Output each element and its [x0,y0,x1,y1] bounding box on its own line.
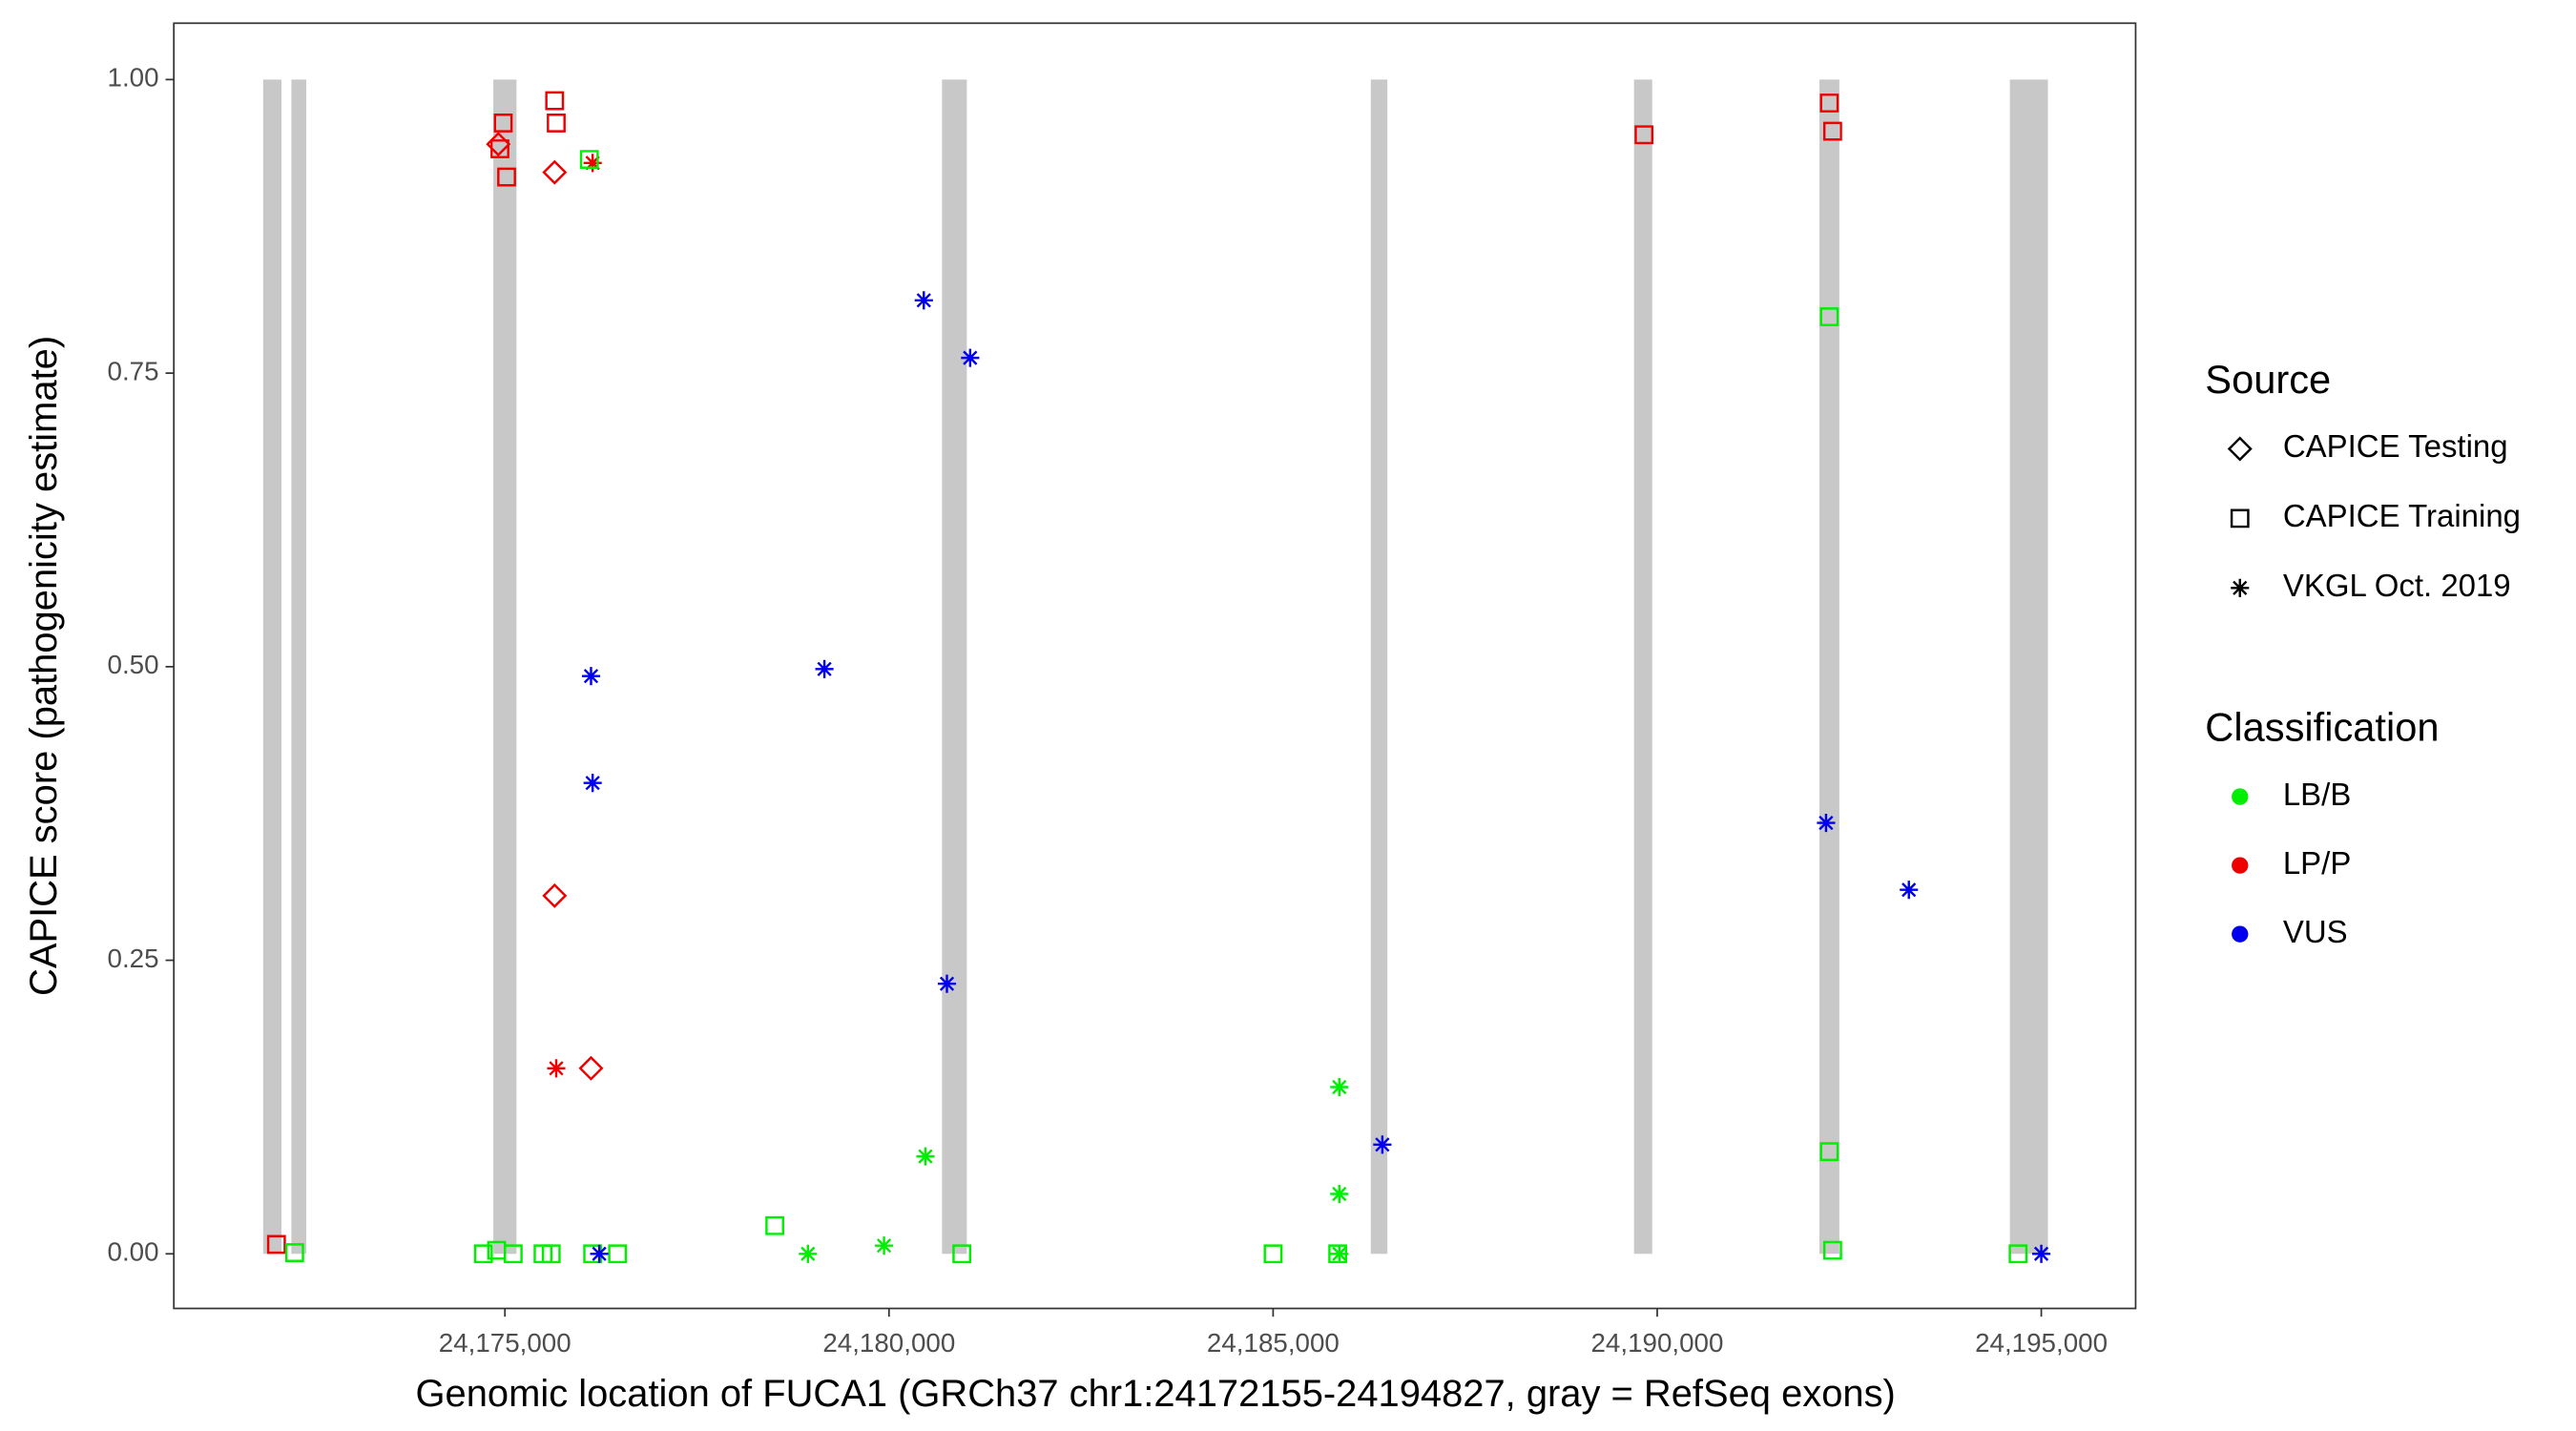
y-tick-label: 0.00 [108,1237,159,1267]
point [583,774,602,793]
x-tick-label: 24,195,000 [1975,1328,2108,1358]
point [952,1244,972,1264]
x-tick-label: 24,180,000 [822,1328,955,1358]
point [545,91,565,111]
legend-symbol [2232,925,2249,943]
point [914,291,933,310]
point [579,150,599,169]
point [1330,1184,1349,1204]
exon-band [291,79,307,1255]
point [765,1215,784,1235]
plot-border [173,22,2137,1310]
exon-band [1370,79,1388,1255]
legend-symbol [2231,578,2250,597]
point [937,974,957,993]
legend-symbol [2232,788,2249,805]
legend-symbol [2232,857,2249,874]
legend-label: CAPICE Training [2283,498,2521,533]
point [1822,1240,1842,1260]
point [2008,1244,2028,1264]
point [1819,307,1839,326]
x-tick-label: 24,175,000 [439,1328,571,1358]
point [1263,1244,1283,1264]
point [590,1244,609,1263]
legend-label: VUS [2283,914,2348,949]
point [486,132,511,157]
point [916,1147,935,1166]
y-tick-label: 0.25 [108,944,159,973]
point [542,159,568,185]
legend-title: Source [2205,357,2331,402]
y-tick-label: 0.50 [108,650,159,679]
point [547,114,566,133]
y-tick-label: 0.75 [108,356,159,385]
point [473,1244,493,1264]
point [815,659,834,678]
exon-band [2009,79,2048,1255]
point [578,1055,604,1081]
point [581,667,601,686]
point [608,1244,628,1264]
x-tick-label: 24,190,000 [1591,1328,1724,1358]
legend-label: LB/B [2283,777,2351,812]
point [1817,814,1836,833]
exon-band [1633,79,1652,1255]
point [1330,1077,1349,1097]
point [1822,121,1842,141]
point [266,1234,286,1255]
point [497,167,516,187]
point [583,1244,603,1264]
legend-label: CAPICE Testing [2283,428,2508,464]
point [875,1236,894,1255]
point [1900,881,1919,900]
point [1819,1142,1839,1162]
point [961,348,980,367]
point [490,139,509,158]
point [2032,1244,2051,1263]
point [504,1244,523,1264]
point [799,1244,818,1263]
point [284,1243,304,1262]
point [542,882,568,908]
point [1634,125,1654,145]
legend-symbol [2227,436,2253,462]
point [541,1244,561,1264]
point [1819,93,1839,113]
exon-band [1819,79,1839,1255]
exon-band [493,79,517,1255]
legend-label: LP/P [2283,845,2351,881]
y-tick-label: 1.00 [108,63,159,93]
legend-label: VKGL Oct. 2019 [2283,568,2511,603]
y-axis-title: CAPICE score (pathogenicity estimate) [23,336,65,996]
x-axis-title: Genomic location of FUCA1 (GRCh37 chr1:2… [416,1373,1896,1415]
point [1330,1244,1349,1263]
x-tick-label: 24,185,000 [1207,1328,1340,1358]
point [1373,1135,1392,1154]
point [583,154,602,173]
exon-band [942,79,967,1255]
point [493,114,513,133]
point [547,1059,566,1078]
legend-symbol [2230,508,2250,529]
exon-band [262,79,282,1255]
legend-title: Classification [2205,705,2439,750]
